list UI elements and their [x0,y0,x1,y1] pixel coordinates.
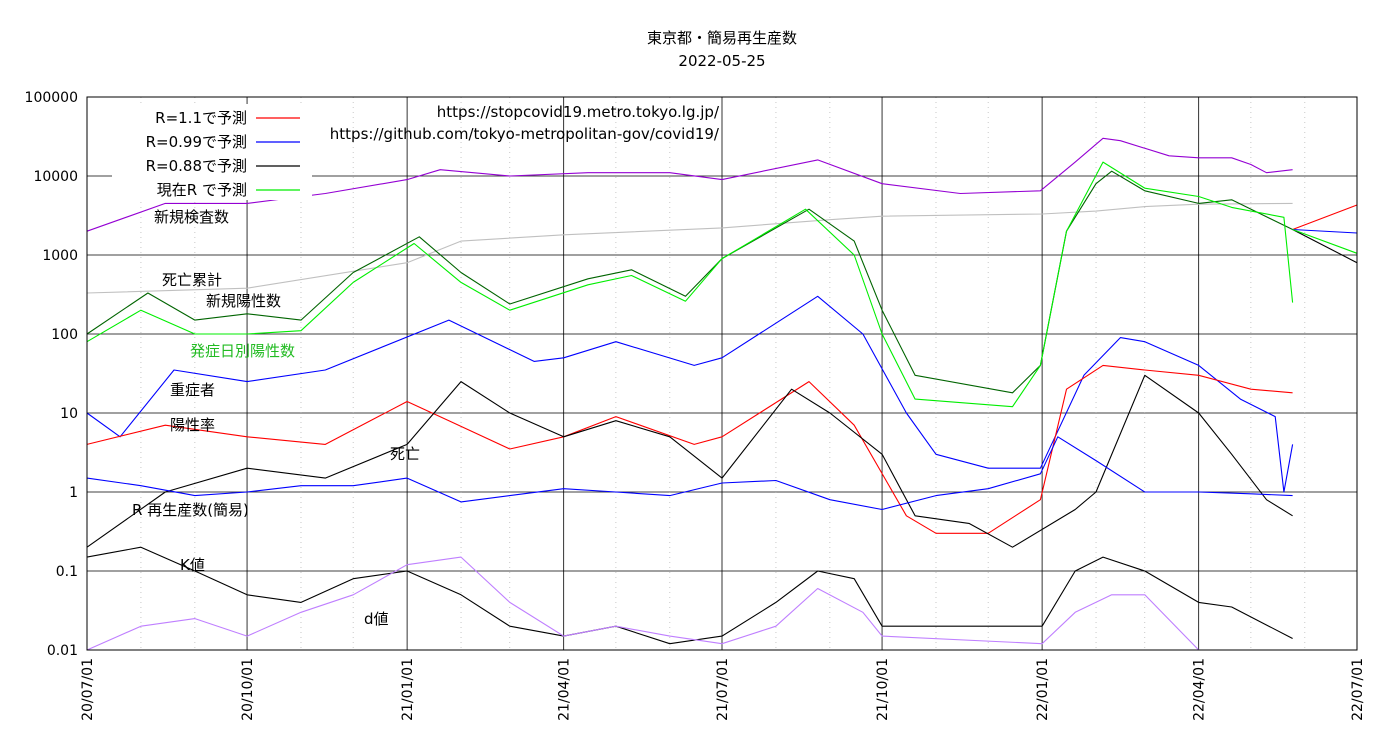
chart-title: 東京都・簡易再生産数 [647,29,797,47]
series-line-K値 [86,546,1293,645]
x-tick-label: 22/07/01 [1350,658,1366,721]
y-tick-label: 10000 [33,169,78,185]
plot-frame [86,96,1358,651]
series-line-新規陽性数 [86,170,1293,394]
label-r-value: R 再生産数(簡易) [132,501,249,519]
x-tick-label: 22/04/01 [1192,658,1208,721]
series-line-R 再生産数(簡易) [86,436,1293,511]
source-url-2: https://github.com/tokyo-metropolitan-go… [330,125,720,143]
x-tick-label: 21/07/01 [715,658,731,721]
label-d-value: d値 [364,610,389,628]
x-tick-label: 22/01/01 [1035,658,1051,721]
label-new-positives: 新規陽性数 [206,292,281,310]
y-tick-label: 100 [51,327,78,343]
label-k-value: K値 [180,556,205,574]
legend-label-r099: R=0.99で予測 [146,133,247,151]
legend: R=1.1で予測 R=0.99で予測 R=0.88で予測 現在R で予測 [112,104,312,200]
y-tick-labels: 100000 10000 1000 100 10 1 0.1 0.01 [25,90,78,659]
legend-label-current-r: 現在R で予測 [157,181,247,199]
series-line-死亡累計 [86,202,1293,294]
x-tick-label: 21/10/01 [875,658,891,721]
x-tick-label: 20/10/01 [240,658,256,721]
y-tick-label: 1 [69,485,78,501]
series-line-d値 [86,556,1200,651]
x-tick-label: 21/01/01 [400,658,416,721]
series-line-現在R で予測 [1292,228,1358,254]
series-line-R=1.1で予測 [1292,204,1358,231]
label-severe: 重症者 [170,381,215,399]
x-tick-labels: 20/07/01 20/10/01 21/01/01 21/04/01 21/07/01… [80,658,1366,721]
source-url-1: https://stopcovid19.metro.tokyo.lg.jp/ [437,103,720,121]
label-positive-rate: 陽性率 [170,416,215,434]
grid [86,96,1358,651]
label-onset-positives: 発症日別陽性数 [190,342,295,360]
series-line-重症者 [86,295,1294,493]
y-tick-label: 1000 [42,248,78,264]
legend-label-r088: R=0.88で予測 [146,157,247,175]
series-line-新規検査数 [86,137,1293,232]
series-layer [86,137,1358,651]
chart-subtitle: 2022-05-25 [678,52,765,70]
legend-label-r110: R=1.1で予測 [155,109,247,127]
y-tick-label: 10 [60,406,78,422]
series-line-R=0.99で予測 [1292,228,1358,234]
y-tick-label: 0.01 [47,643,78,659]
series-line-死亡 [86,374,1293,548]
x-tick-label: 21/04/01 [557,658,573,721]
y-tick-label: 100000 [25,90,78,106]
label-deaths: 死亡 [390,445,420,463]
series-line-R=0.88で予測 [1292,229,1358,264]
x-tick-label: 20/07/01 [80,658,96,721]
series-line-発症日別陽性数 [86,161,1294,408]
series-line-陽性率 [86,364,1293,534]
label-tests: 新規検査数 [154,208,229,226]
y-tick-label: 0.1 [56,564,78,580]
label-cumulative-deaths: 死亡累計 [162,271,222,289]
